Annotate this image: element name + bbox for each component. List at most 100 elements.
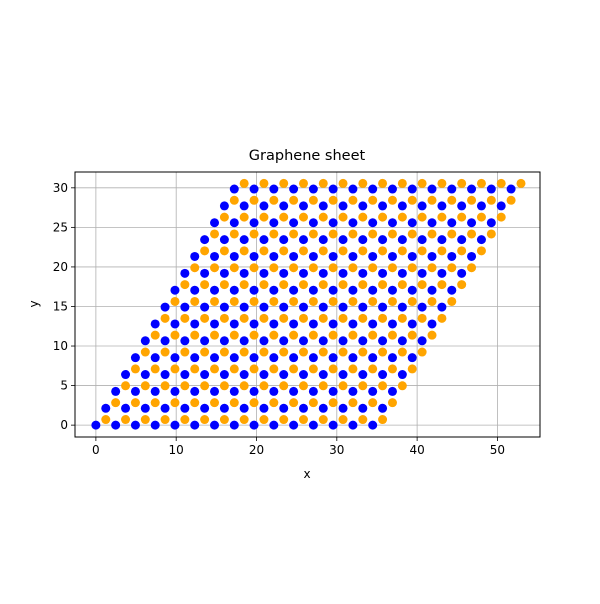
data-point-series-1 <box>358 381 368 391</box>
data-point-series-1 <box>160 415 170 425</box>
data-point-series-0 <box>397 336 407 346</box>
data-point-series-1 <box>318 280 328 290</box>
data-point-series-1 <box>269 330 279 340</box>
data-point-series-0 <box>130 353 140 363</box>
data-point-series-1 <box>348 330 358 340</box>
data-point-series-1 <box>427 195 437 205</box>
data-point-series-0 <box>289 184 299 194</box>
data-point-series-0 <box>378 201 388 211</box>
data-point-series-1 <box>219 415 229 425</box>
data-point-series-0 <box>130 420 140 430</box>
data-point-series-0 <box>397 268 407 278</box>
data-point-series-0 <box>447 251 457 261</box>
data-point-series-0 <box>229 353 239 363</box>
data-point-series-1 <box>298 246 308 256</box>
data-point-series-0 <box>170 420 180 430</box>
data-point-series-0 <box>358 403 368 413</box>
data-point-series-0 <box>180 268 190 278</box>
data-point-series-0 <box>387 251 397 261</box>
data-point-series-0 <box>160 336 170 346</box>
data-point-series-1 <box>239 246 249 256</box>
data-point-series-1 <box>308 364 318 374</box>
data-point-series-1 <box>249 229 259 239</box>
data-point-series-1 <box>298 415 308 425</box>
data-point-series-0 <box>190 319 200 329</box>
data-point-series-0 <box>407 353 417 363</box>
data-point-series-0 <box>190 285 200 295</box>
data-point-series-0 <box>180 370 190 380</box>
data-point-series-0 <box>150 420 160 430</box>
data-point-series-0 <box>387 285 397 295</box>
data-point-series-0 <box>239 235 249 245</box>
data-point-series-0 <box>476 201 486 211</box>
data-point-series-0 <box>219 201 229 211</box>
data-point-series-0 <box>338 235 348 245</box>
data-point-series-0 <box>121 370 131 380</box>
data-point-series-1 <box>249 330 259 340</box>
data-point-series-1 <box>387 398 397 408</box>
data-point-series-1 <box>279 246 289 256</box>
data-point-series-1 <box>457 212 467 222</box>
data-point-series-1 <box>219 280 229 290</box>
x-tick-label: 20 <box>249 443 264 457</box>
data-point-series-0 <box>269 251 279 261</box>
data-point-series-1 <box>279 212 289 222</box>
data-point-series-0 <box>269 386 279 396</box>
data-point-series-0 <box>269 218 279 228</box>
data-point-series-1 <box>229 330 239 340</box>
data-point-series-0 <box>368 251 378 261</box>
data-point-series-0 <box>338 268 348 278</box>
data-point-series-0 <box>308 319 318 329</box>
data-point-series-1 <box>180 280 190 290</box>
data-point-series-0 <box>368 184 378 194</box>
data-point-series-1 <box>219 246 229 256</box>
data-point-series-0 <box>140 336 150 346</box>
data-point-series-1 <box>437 280 447 290</box>
data-point-series-0 <box>417 201 427 211</box>
data-point-series-1 <box>358 212 368 222</box>
data-point-series-1 <box>506 195 516 205</box>
data-point-series-0 <box>308 218 318 228</box>
data-point-series-0 <box>348 285 358 295</box>
data-point-series-0 <box>308 353 318 363</box>
data-point-series-1 <box>318 212 328 222</box>
data-point-series-0 <box>328 420 338 430</box>
data-point-series-1 <box>328 398 338 408</box>
data-point-series-0 <box>368 420 378 430</box>
data-point-series-0 <box>279 370 289 380</box>
data-point-series-0 <box>378 235 388 245</box>
data-point-series-0 <box>298 370 308 380</box>
data-point-series-1 <box>289 195 299 205</box>
data-point-series-1 <box>190 364 200 374</box>
data-point-series-0 <box>219 403 229 413</box>
data-point-series-1 <box>200 381 210 391</box>
data-point-series-0 <box>140 370 150 380</box>
data-point-series-1 <box>259 212 269 222</box>
data-point-series-1 <box>328 195 338 205</box>
data-point-series-1 <box>289 296 299 306</box>
data-point-series-1 <box>417 347 427 357</box>
data-point-series-1 <box>269 195 279 205</box>
y-tick-label: 5 <box>60 379 68 393</box>
data-point-series-1 <box>130 398 140 408</box>
data-point-series-1 <box>289 364 299 374</box>
data-point-series-1 <box>417 280 427 290</box>
data-point-series-0 <box>338 336 348 346</box>
data-point-series-1 <box>219 347 229 357</box>
data-point-series-0 <box>308 420 318 430</box>
data-point-series-1 <box>229 263 239 273</box>
data-point-series-1 <box>328 263 338 273</box>
data-point-series-1 <box>328 229 338 239</box>
data-point-series-1 <box>476 246 486 256</box>
data-point-series-1 <box>368 263 378 273</box>
data-point-series-1 <box>200 415 210 425</box>
x-tick-label: 40 <box>409 443 424 457</box>
data-point-series-0 <box>368 353 378 363</box>
data-point-series-1 <box>298 313 308 323</box>
data-point-series-0 <box>328 184 338 194</box>
data-point-series-1 <box>259 347 269 357</box>
data-point-series-0 <box>150 319 160 329</box>
data-point-series-1 <box>328 364 338 374</box>
data-point-series-0 <box>417 235 427 245</box>
data-point-series-1 <box>407 195 417 205</box>
